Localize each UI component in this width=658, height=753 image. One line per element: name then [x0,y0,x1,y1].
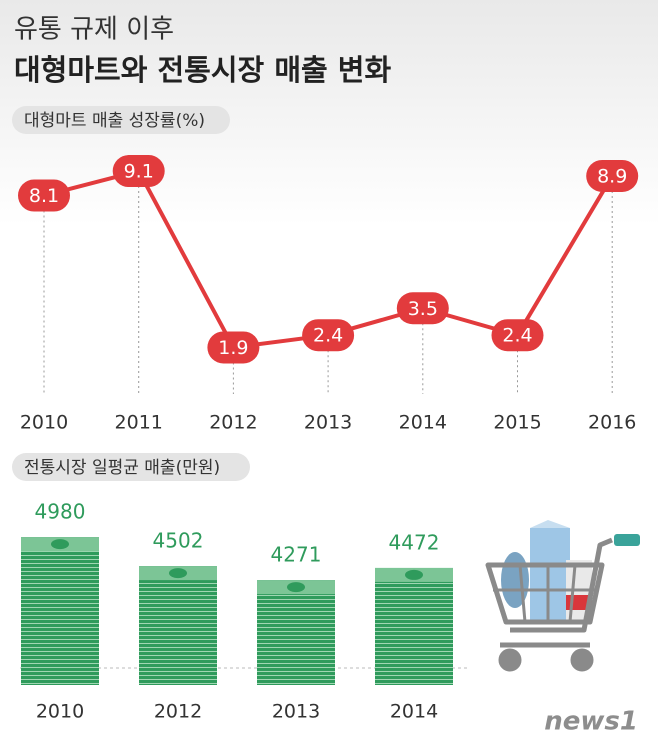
value-label: 4980 [35,500,86,524]
subtitle: 유통 규제 이후 [14,15,174,45]
value-label: 1.9 [218,337,248,359]
value-label: 4472 [389,530,440,554]
bar [139,566,217,685]
x-tick-label: 2011 [115,412,163,434]
x-tick-label: 2013 [272,701,320,723]
x-tick-label: 2013 [304,412,352,434]
section-pill [12,453,250,481]
value-label: 4271 [271,543,322,567]
bill-emblem [405,569,423,580]
value-pill [302,319,355,352]
shopping-cart [485,520,640,672]
value-pill [586,159,639,192]
x-tick-label: 2016 [588,412,636,434]
bill-emblem [169,568,187,579]
value-label: 3.5 [408,298,438,320]
bar [21,537,99,685]
value-pill [396,292,449,325]
value-label: 2.4 [313,325,343,347]
section-title: 전통시장 일평균 매출(만원) [24,458,220,478]
value-pill [112,155,165,188]
title: 대형마트와 전통시장 매출 변화 [14,53,391,87]
x-tick-label: 2014 [399,412,447,434]
bar [257,580,335,685]
value-label: 2.4 [502,325,532,347]
section-pill [12,106,230,134]
value-pill [491,319,544,352]
value-label: 4502 [153,529,204,553]
x-tick-label: 2015 [493,412,541,434]
bar [375,567,453,685]
bill-emblem [287,582,305,593]
x-tick-label: 2012 [209,412,257,434]
value-label: 9.1 [124,161,154,183]
section-title: 대형마트 매출 성장률(%) [24,111,205,131]
bill-emblem [51,539,69,550]
x-tick-label: 2010 [36,701,84,723]
x-tick-label: 2010 [20,412,68,434]
value-label: 8.1 [29,185,59,207]
value-pill [18,179,70,212]
x-tick-label: 2012 [154,701,202,723]
logo: news1 [544,707,638,737]
x-tick-label: 2014 [390,701,438,723]
value-pill [207,331,260,364]
value-label: 8.9 [597,165,627,187]
